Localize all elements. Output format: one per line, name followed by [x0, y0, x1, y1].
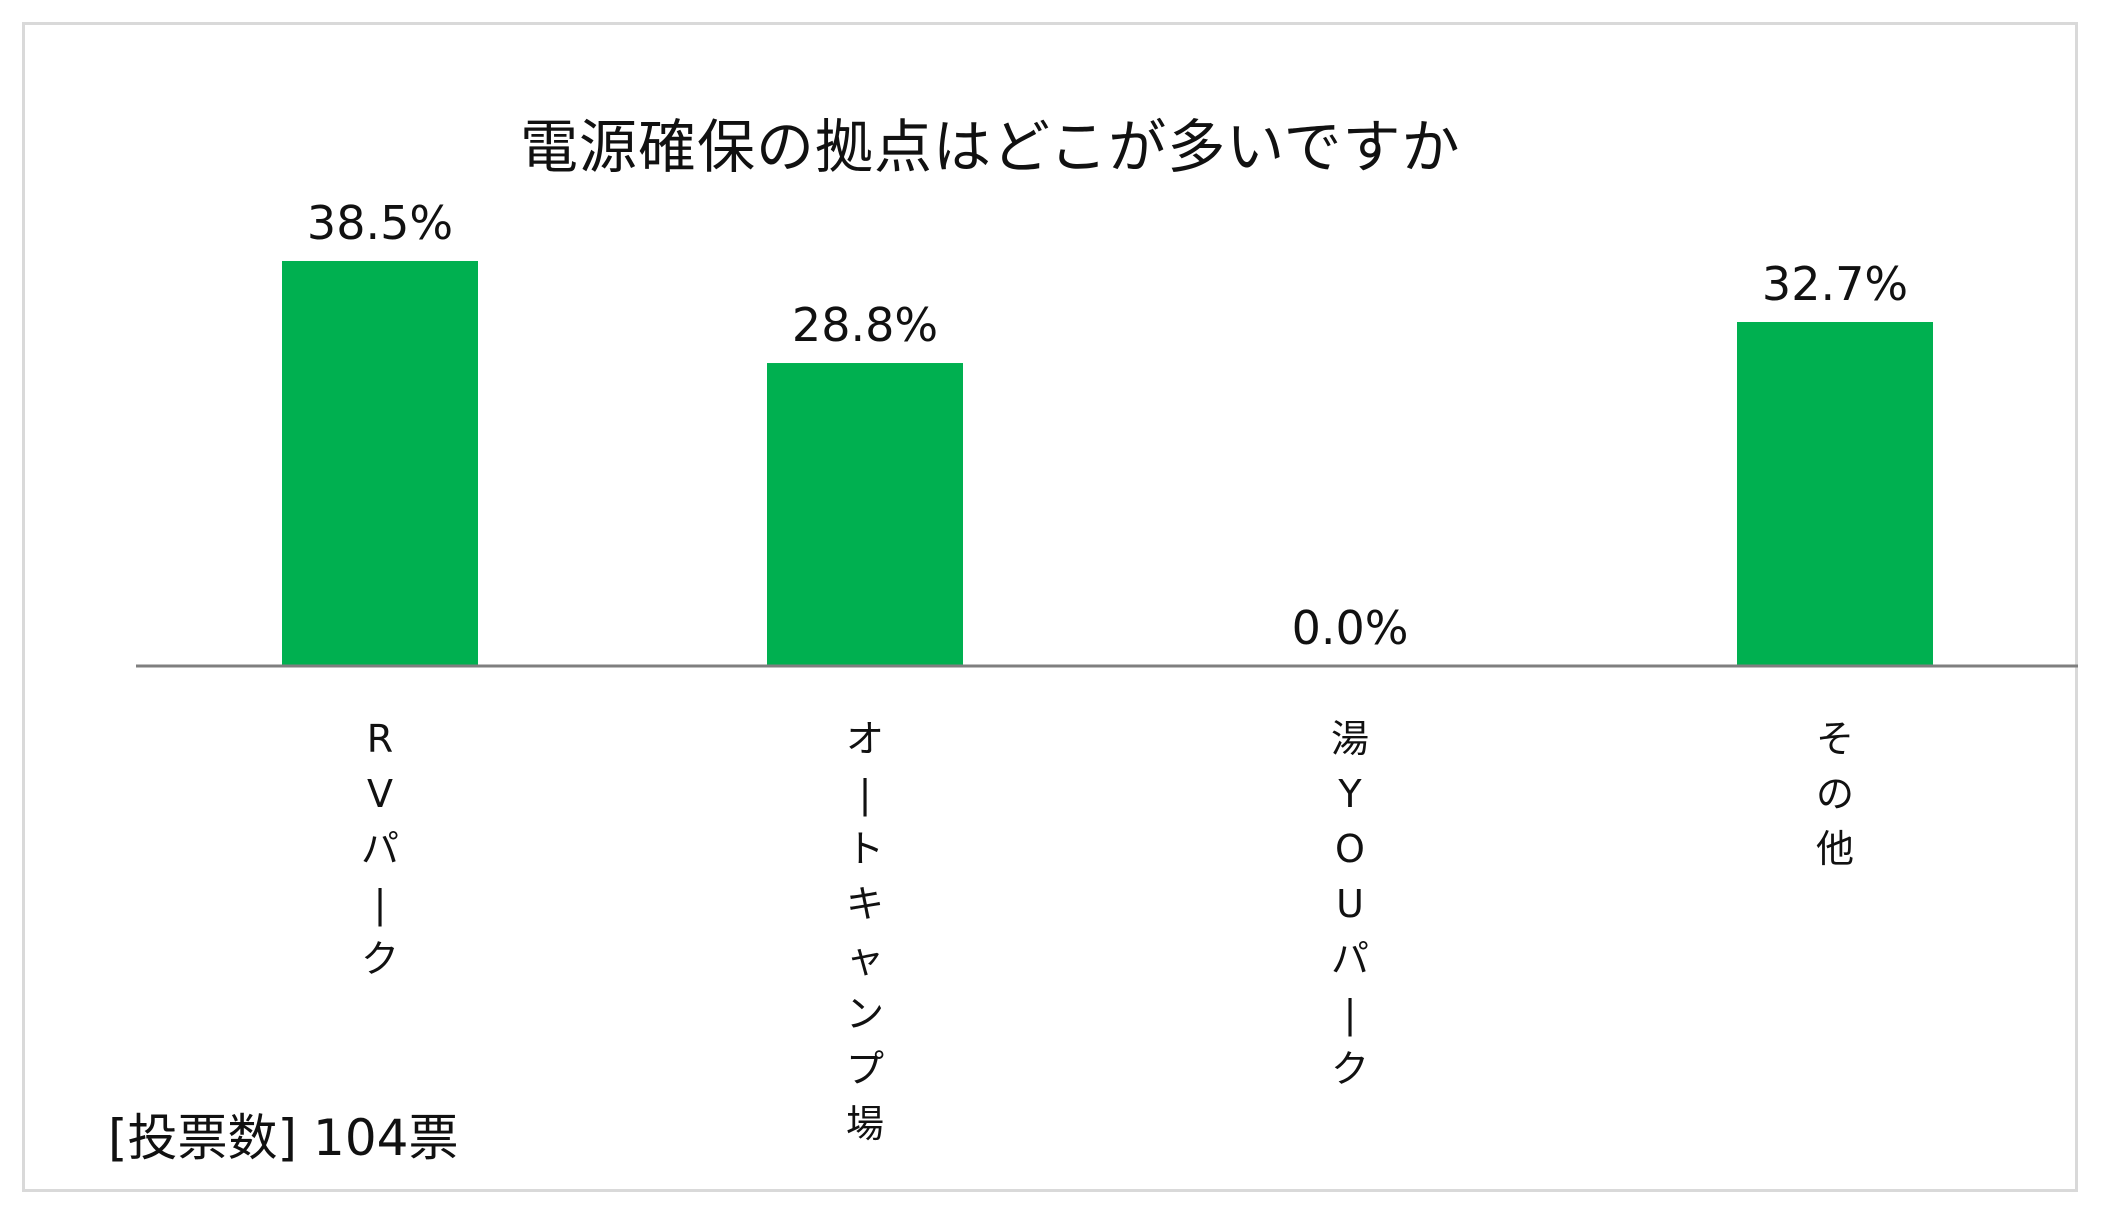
category-label-1-char-2: ト	[846, 827, 884, 871]
vote-count: [投票数] 104票	[108, 1098, 458, 1170]
category-label-1-char-3: キ	[846, 882, 884, 926]
category-label-2-char-3: U	[1336, 882, 1364, 926]
category-label-1-char-6: プ	[846, 1047, 884, 1091]
category-label-1-char-5: ン	[846, 992, 884, 1036]
data-label-2: 0.0%	[1292, 601, 1409, 655]
category-label-1-char-4: ャ	[846, 937, 884, 981]
category-label-2-char-1: Y	[1337, 772, 1362, 816]
category-label-2-char-5: |	[1344, 992, 1357, 1037]
chart-frame	[22, 22, 2078, 1192]
category-label-1-char-7: 場	[846, 1102, 884, 1146]
bar-3	[1737, 321, 1933, 666]
vote-count-value: 104票	[313, 1109, 459, 1167]
data-label-0: 38.5%	[307, 196, 453, 250]
category-label-2-char-6: ク	[1331, 1047, 1369, 1091]
data-label-3: 32.7%	[1762, 257, 1908, 311]
category-label-3-char-1: の	[1816, 772, 1854, 816]
vote-count-label: [投票数]	[108, 1109, 298, 1167]
category-label-0-char-3: |	[374, 882, 387, 927]
category-label-1-char-0: オ	[846, 717, 884, 761]
category-label-3-char-0: そ	[1816, 717, 1854, 761]
category-label-0-char-0: R	[367, 717, 393, 761]
category-label-1-char-1: |	[859, 772, 872, 817]
category-label-2-char-2: O	[1335, 827, 1365, 871]
category-label-0-char-2: パ	[361, 827, 399, 871]
chart-title: 電源確保の拠点はどこが多いですか	[520, 113, 1461, 181]
category-label-0-char-4: ク	[361, 937, 399, 981]
category-label-2-char-4: パ	[1331, 937, 1369, 981]
category-label-2-char-0: 湯	[1331, 717, 1369, 761]
data-label-1: 28.8%	[792, 298, 938, 352]
category-label-3-char-2: 他	[1816, 827, 1854, 871]
bar-1	[767, 363, 963, 666]
category-label-0-char-1: V	[367, 772, 393, 816]
bar-0	[282, 260, 478, 666]
